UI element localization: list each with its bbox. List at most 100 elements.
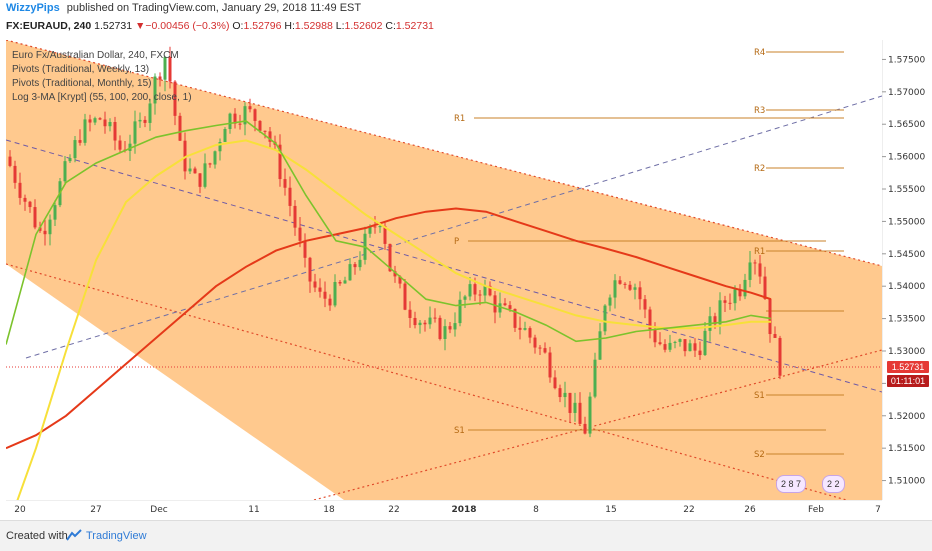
candle-body[interactable]	[303, 240, 307, 258]
candle-body[interactable]	[633, 287, 637, 290]
candle-body[interactable]	[738, 289, 742, 297]
candle-body[interactable]	[128, 143, 132, 151]
candle-body[interactable]	[723, 300, 727, 303]
candle-body[interactable]	[578, 402, 582, 424]
candle-body[interactable]	[628, 284, 632, 290]
candle-body[interactable]	[163, 56, 167, 80]
ma200-line[interactable]	[6, 207, 772, 450]
candle-body[interactable]	[603, 305, 607, 332]
candle-body[interactable]	[198, 173, 202, 187]
candle-body[interactable]	[483, 285, 487, 296]
candle-body[interactable]	[748, 262, 752, 280]
candle-body[interactable]	[308, 257, 312, 282]
candle-body[interactable]	[98, 118, 102, 120]
candle-body[interactable]	[53, 205, 57, 220]
price-scale[interactable]: 1.57500 1.57000 1.56500 1.56000 1.55500 1.550…	[882, 40, 932, 500]
candle-body[interactable]	[528, 328, 532, 338]
candle-body[interactable]	[488, 285, 492, 296]
candle-body[interactable]	[78, 140, 82, 143]
candle-body[interactable]	[103, 119, 107, 127]
candle-body[interactable]	[338, 281, 342, 284]
candle-body[interactable]	[473, 284, 477, 295]
candle-body[interactable]	[743, 279, 747, 297]
candle-body[interactable]	[658, 342, 662, 345]
candle-body[interactable]	[613, 280, 617, 298]
candle-body[interactable]	[638, 287, 642, 300]
candle-body[interactable]	[258, 120, 262, 131]
candle-body[interactable]	[138, 119, 142, 122]
candle-body[interactable]	[268, 131, 272, 142]
candle-body[interactable]	[33, 207, 37, 228]
candle-body[interactable]	[243, 106, 247, 125]
candle-body[interactable]	[193, 168, 197, 174]
candle-body[interactable]	[588, 396, 592, 434]
publisher-username[interactable]: WizzyPips	[6, 2, 60, 14]
candle-body[interactable]	[28, 201, 32, 208]
candle-body[interactable]	[728, 302, 732, 304]
candle-body[interactable]	[153, 76, 157, 104]
candle-body[interactable]	[208, 163, 212, 165]
candle-body[interactable]	[223, 129, 227, 143]
candle-body[interactable]	[393, 271, 397, 277]
candle-body[interactable]	[248, 106, 252, 110]
candle-body[interactable]	[563, 392, 567, 398]
candle-body[interactable]	[218, 142, 222, 152]
candle-body[interactable]	[493, 295, 497, 313]
candle-body[interactable]	[38, 227, 42, 231]
candle-body[interactable]	[388, 243, 392, 272]
candle-body[interactable]	[238, 123, 242, 125]
ma100-line[interactable]	[6, 139, 771, 500]
candle-body[interactable]	[703, 330, 707, 356]
emoji-reaction-badge-2[interactable]: 2 2	[822, 475, 845, 493]
candle-body[interactable]	[203, 163, 207, 187]
candle-body[interactable]	[753, 262, 757, 264]
candle-body[interactable]	[523, 328, 527, 330]
candle-body[interactable]	[468, 284, 472, 297]
candle-body[interactable]	[358, 259, 362, 268]
candle-body[interactable]	[383, 226, 387, 244]
candle-body[interactable]	[73, 140, 77, 159]
candle-body[interactable]	[758, 263, 762, 277]
candle-body[interactable]	[373, 226, 377, 228]
candle-body[interactable]	[533, 337, 537, 348]
candle-body[interactable]	[283, 179, 287, 188]
legend-weekly-pivots[interactable]: Pivots (Traditional, Weekly, 13)	[12, 64, 150, 75]
candle-body[interactable]	[318, 287, 322, 292]
candle-body[interactable]	[368, 226, 372, 234]
candle-body[interactable]	[718, 300, 722, 325]
candle-body[interactable]	[253, 109, 257, 121]
candle-body[interactable]	[768, 298, 772, 335]
candle-body[interactable]	[213, 151, 217, 165]
candle-body[interactable]	[228, 113, 232, 130]
candle-body[interactable]	[323, 291, 327, 299]
candle-body[interactable]	[648, 309, 652, 330]
emoji-reaction-badge[interactable]: 2 8 7	[776, 475, 807, 493]
candle-body[interactable]	[693, 343, 697, 351]
candle-body[interactable]	[598, 331, 602, 360]
candle-body[interactable]	[353, 264, 357, 268]
candle-body[interactable]	[653, 329, 657, 343]
candle-body[interactable]	[438, 317, 442, 339]
candle-body[interactable]	[538, 347, 542, 349]
candle-body[interactable]	[183, 140, 187, 172]
legend-symbol[interactable]: Euro Fx/Australian Dollar, 240, FXCM	[12, 50, 179, 61]
candle-body[interactable]	[553, 377, 557, 389]
candle-body[interactable]	[313, 281, 317, 288]
candle-body[interactable]	[63, 161, 67, 182]
candle-body[interactable]	[543, 348, 547, 353]
tradingview-brand-link[interactable]: TradingView	[86, 530, 147, 542]
candle-body[interactable]	[408, 309, 412, 318]
candle-body[interactable]	[148, 103, 152, 123]
candle-body[interactable]	[118, 140, 122, 150]
candle-body[interactable]	[573, 402, 577, 413]
candle-body[interactable]	[418, 322, 422, 326]
channel-top-edge[interactable]	[6, 40, 882, 267]
candle-body[interactable]	[343, 280, 347, 284]
candle-body[interactable]	[378, 226, 382, 228]
candle-body[interactable]	[508, 305, 512, 309]
descending-channel[interactable]	[6, 40, 882, 500]
candle-body[interactable]	[498, 303, 502, 313]
candle-body[interactable]	[448, 326, 452, 330]
candle-body[interactable]	[478, 294, 482, 296]
candle-body[interactable]	[763, 276, 767, 299]
